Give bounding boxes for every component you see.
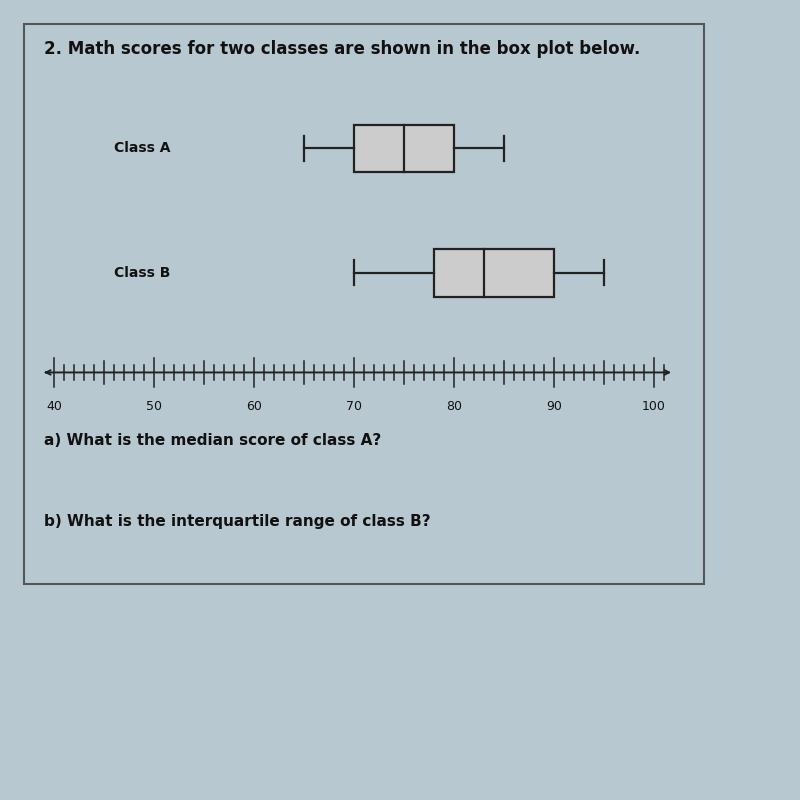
Text: 80: 80 (446, 400, 462, 413)
Text: a) What is the median score of class A?: a) What is the median score of class A? (44, 434, 382, 448)
Bar (354, 125, 454, 172)
Text: 50: 50 (146, 400, 162, 413)
Text: 100: 100 (642, 400, 666, 413)
Text: b) What is the interquartile range of class B?: b) What is the interquartile range of cl… (44, 514, 430, 530)
Text: 60: 60 (246, 400, 262, 413)
Text: 40: 40 (46, 400, 62, 413)
Text: Class A: Class A (114, 142, 170, 155)
Text: Class B: Class B (114, 266, 170, 280)
Text: 90: 90 (546, 400, 562, 413)
Text: 70: 70 (346, 400, 362, 413)
Text: 2. Math scores for two classes are shown in the box plot below.: 2. Math scores for two classes are shown… (44, 40, 640, 58)
Bar (434, 250, 554, 297)
Bar (24, 24, 704, 584)
